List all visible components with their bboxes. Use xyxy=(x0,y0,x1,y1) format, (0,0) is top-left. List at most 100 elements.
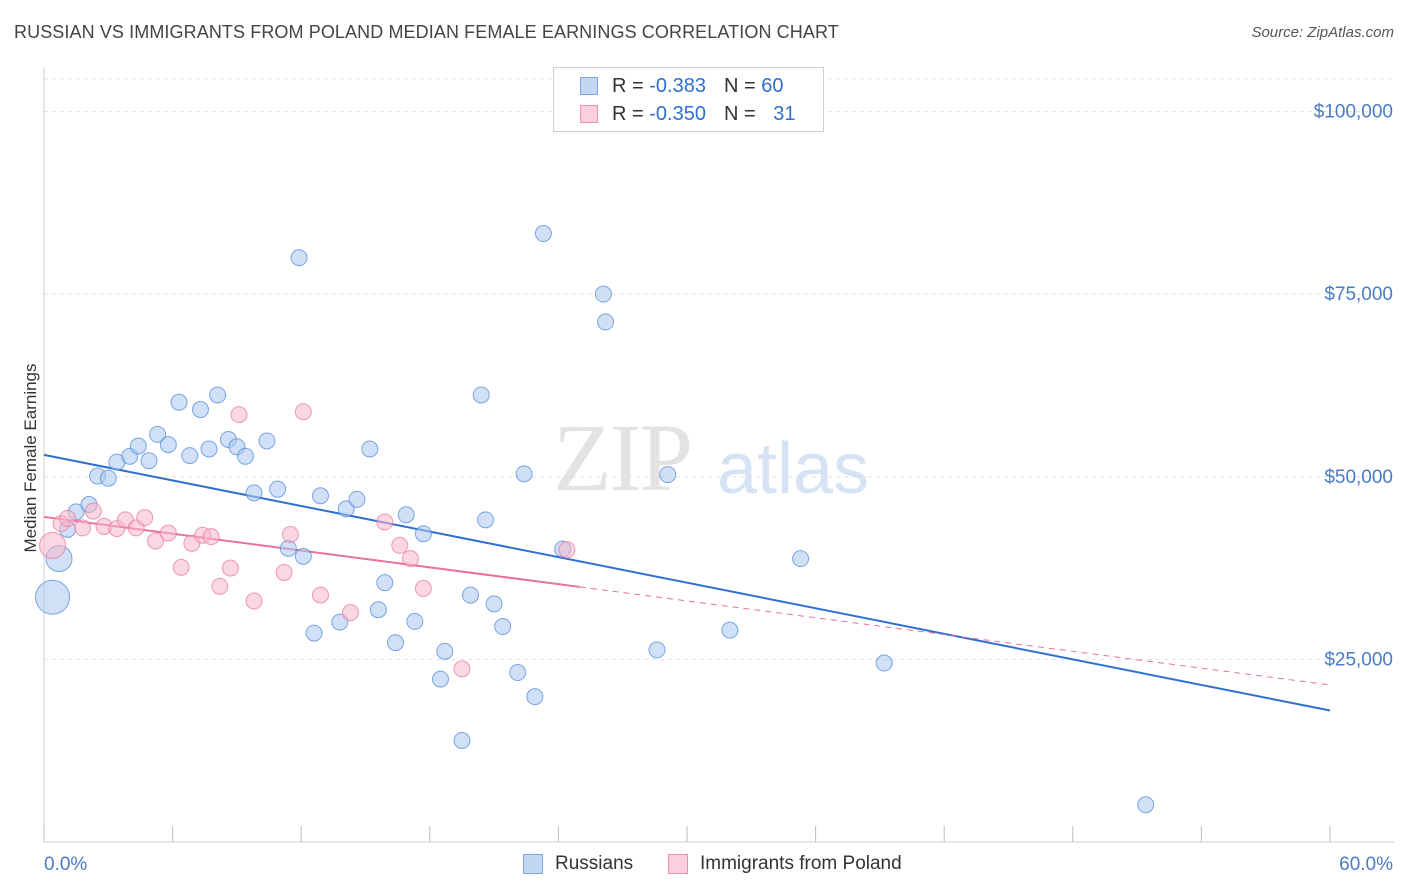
data-point xyxy=(462,586,480,604)
data-point xyxy=(515,465,533,483)
x-tick-label: 60.0% xyxy=(1339,854,1393,875)
bottom-legend-label-poland: Immigrants from Poland xyxy=(700,853,902,874)
data-point xyxy=(436,642,454,660)
data-point xyxy=(84,502,102,520)
data-point xyxy=(597,313,615,331)
bottom-legend-poland: Immigrants from Poland xyxy=(668,851,902,877)
data-point xyxy=(181,447,199,465)
y-tick-label: $50,000 xyxy=(1324,467,1393,488)
data-point xyxy=(35,579,71,615)
data-point xyxy=(146,532,164,550)
data-point xyxy=(305,624,323,642)
watermark-atlas: atlas xyxy=(717,429,870,509)
data-point xyxy=(875,654,893,672)
data-point xyxy=(341,604,359,622)
data-point xyxy=(558,541,576,559)
axis-labels: $25,000 $50,000 $75,000 $100,000 0.0% 60.0% Me… xyxy=(21,102,1393,875)
y-axis-label: Median Female Earnings xyxy=(21,364,40,553)
trend-line-poland-extension xyxy=(579,586,1331,686)
data-point xyxy=(391,536,409,554)
data-point xyxy=(648,641,666,659)
data-point xyxy=(453,660,471,678)
data-point xyxy=(331,613,349,631)
legend-r-value: -0.350 xyxy=(649,102,706,125)
data-point xyxy=(294,403,312,421)
data-point xyxy=(594,285,612,303)
data-point xyxy=(472,386,490,404)
data-point xyxy=(397,506,415,524)
legend-n-value: 60 xyxy=(761,74,784,97)
data-point xyxy=(170,393,188,411)
legend-row-poland: R = -0.350 N = 31 xyxy=(580,101,795,127)
data-point xyxy=(279,539,297,557)
data-point xyxy=(136,509,154,527)
data-point xyxy=(376,574,394,592)
data-point xyxy=(149,425,167,443)
data-point xyxy=(526,688,544,706)
data-point xyxy=(337,500,355,518)
data-point xyxy=(414,580,432,598)
chart-title: RUSSIAN VS IMMIGRANTS FROM POLAND MEDIAN… xyxy=(14,22,839,42)
bottom-legend-swatch-russians xyxy=(523,854,543,874)
bottom-legend-russians: Russians xyxy=(523,851,633,877)
trend-lines xyxy=(43,453,1331,712)
data-point xyxy=(245,484,263,502)
data-point xyxy=(172,558,190,576)
data-point xyxy=(245,592,263,610)
legend-row-russians: R = -0.383 N = 60 xyxy=(580,73,783,99)
legend-r-label: R = xyxy=(612,74,650,97)
data-point xyxy=(792,550,810,568)
data-point xyxy=(275,563,293,581)
data-point xyxy=(294,547,312,565)
x-tick-label: 0.0% xyxy=(44,854,87,875)
data-point xyxy=(453,731,471,749)
legend-n-label: N = xyxy=(723,102,762,125)
stats-legend: R = -0.383 N = 60 R = -0.350 N = 31 xyxy=(553,67,824,132)
data-point xyxy=(290,249,308,267)
data-point xyxy=(191,401,209,419)
data-point xyxy=(509,664,527,682)
data-point xyxy=(376,513,394,531)
data-point xyxy=(281,525,299,543)
legend-n-label: N = xyxy=(723,74,762,97)
legend-r-label: R = xyxy=(612,102,650,125)
y-tick-label: $75,000 xyxy=(1324,284,1393,305)
legend-r-value: -0.383 xyxy=(649,74,706,97)
trend-line-russians xyxy=(43,453,1331,712)
data-point xyxy=(494,618,512,636)
data-point xyxy=(159,524,177,542)
data-point xyxy=(402,550,420,568)
data-point xyxy=(209,386,227,404)
source-credit: Source: ZipAtlas.com xyxy=(1251,24,1394,41)
data-point xyxy=(534,225,552,243)
data-point xyxy=(311,487,329,505)
data-point xyxy=(39,531,67,559)
data-point xyxy=(202,528,220,546)
data-point xyxy=(311,586,329,604)
grid-lines xyxy=(44,78,1394,660)
data-point xyxy=(140,452,158,470)
data-point xyxy=(200,440,218,458)
data-point xyxy=(659,466,677,484)
data-point xyxy=(432,670,450,688)
bottom-legend-label-russians: Russians xyxy=(555,853,634,874)
data-point xyxy=(269,480,287,498)
data-point xyxy=(361,440,379,458)
data-points xyxy=(35,225,1155,814)
data-point xyxy=(59,509,77,527)
data-point xyxy=(414,525,432,543)
data-point xyxy=(1137,796,1155,814)
data-point xyxy=(129,437,147,455)
data-point xyxy=(369,601,387,619)
watermark-zip: ZIP xyxy=(553,404,693,511)
legend-n-value: 31 xyxy=(773,102,796,125)
data-point xyxy=(258,432,276,450)
y-tick-label: $100,000 xyxy=(1314,102,1393,123)
data-point xyxy=(99,469,117,487)
bottom-legend-swatch-poland xyxy=(668,854,688,874)
legend-swatch-russians xyxy=(580,77,598,95)
data-point xyxy=(221,559,239,577)
data-point xyxy=(477,511,495,529)
data-point xyxy=(387,634,405,652)
